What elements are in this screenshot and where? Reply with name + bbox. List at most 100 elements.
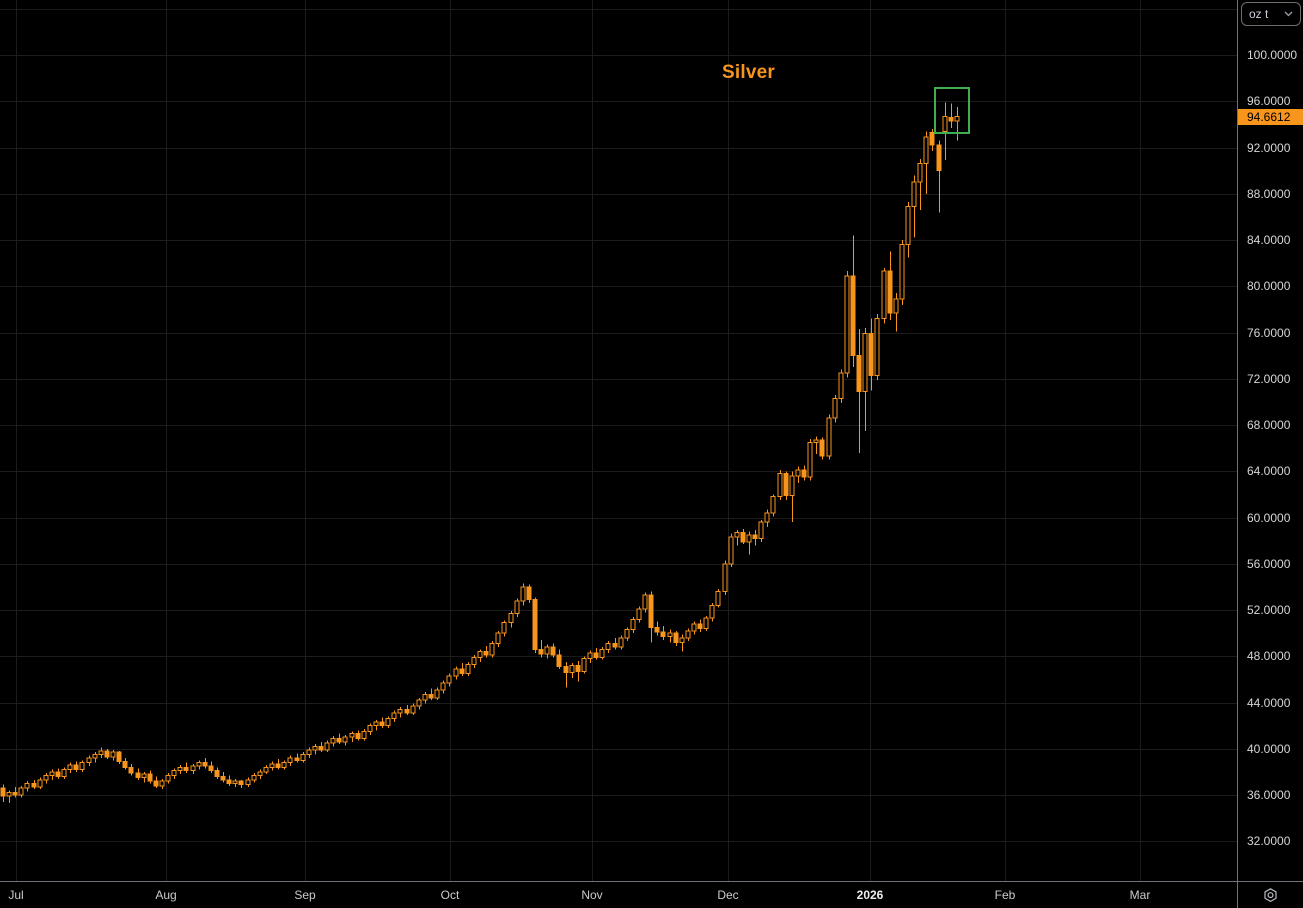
candle-up <box>715 591 721 606</box>
price-axis[interactable]: oz t 94.6612 100.0000 96.0000 92.0000 88.00… <box>1237 0 1303 881</box>
candle-down <box>55 771 61 777</box>
unit-dropdown[interactable]: oz t <box>1241 2 1301 26</box>
candle-up <box>679 637 685 643</box>
candle-up <box>361 730 367 739</box>
candle-down <box>752 534 758 539</box>
candle-up <box>618 637 624 648</box>
candle-down <box>135 772 141 779</box>
candle-up <box>171 770 177 776</box>
time-axis-label: Mar <box>1129 888 1151 902</box>
candle-up <box>49 771 55 776</box>
candle-up <box>24 782 30 789</box>
candle-up <box>624 629 630 639</box>
candle-down <box>819 439 825 457</box>
candle-up <box>61 769 67 777</box>
candle-up <box>263 766 269 773</box>
candle-up <box>159 780 165 787</box>
candle-up <box>269 763 275 768</box>
unit-dropdown-label: oz t <box>1249 7 1269 21</box>
candle-down <box>929 131 935 146</box>
candle-up <box>874 318 880 376</box>
candle-down <box>868 333 874 376</box>
candle-down <box>532 599 538 650</box>
candle-down <box>220 776 226 781</box>
candle-up <box>520 586 526 602</box>
candle-down <box>526 586 532 601</box>
price-axis-label: 100.0000 <box>1247 48 1298 62</box>
candle-up <box>581 658 587 672</box>
candle-up <box>367 725 373 732</box>
candle-up <box>599 648 605 658</box>
candle-up <box>514 600 520 614</box>
candle-down <box>936 144 942 172</box>
candle-down <box>948 116 954 122</box>
candle-down <box>801 469 807 478</box>
time-axis-label: Feb <box>994 888 1016 902</box>
candle-up <box>446 675 452 684</box>
candle-down <box>887 270 893 314</box>
candle-up <box>232 780 238 784</box>
candle-up <box>630 618 636 631</box>
candle-down <box>404 708 410 714</box>
candle-down <box>153 780 159 787</box>
price-axis-label: 44.0000 <box>1247 695 1291 710</box>
price-axis-label: 80.0000 <box>1247 279 1291 294</box>
price-axis-label: 96.0000 <box>1247 94 1291 109</box>
candle-up <box>954 116 960 122</box>
candle-up <box>667 632 673 638</box>
candlestick-plot[interactable] <box>0 0 1237 881</box>
candle-up <box>862 333 868 392</box>
candle-down <box>740 532 746 543</box>
candle-down <box>214 770 220 777</box>
price-axis-label: 72.0000 <box>1247 371 1291 386</box>
candle-up <box>777 473 783 498</box>
candle-up <box>165 774 171 782</box>
candle-up <box>416 699 422 707</box>
price-axis-label: 56.0000 <box>1247 556 1291 571</box>
candle-up <box>287 757 293 764</box>
candle-down <box>850 275 856 357</box>
highlight-box[interactable] <box>934 87 970 134</box>
candle-up <box>587 652 593 660</box>
candle-up <box>79 762 85 771</box>
candle-down <box>0 787 6 797</box>
time-axis-label: Dec <box>717 888 739 902</box>
candle-up <box>764 512 770 523</box>
candle-up <box>942 115 948 132</box>
candle-up <box>826 417 832 457</box>
price-axis-label: 76.0000 <box>1247 325 1291 340</box>
candle-down <box>73 764 79 771</box>
candle-down <box>593 652 599 658</box>
candle-down <box>612 643 618 648</box>
candle-up <box>453 668 459 677</box>
price-axis-label: 92.0000 <box>1247 140 1291 155</box>
candle-up <box>923 136 929 165</box>
candle-up <box>709 604 715 619</box>
candle-down <box>183 766 189 772</box>
candle-up <box>257 771 263 776</box>
candle-up <box>722 563 728 592</box>
candle-up <box>881 270 887 320</box>
candle-down <box>116 751 122 762</box>
chart-pane[interactable]: Silver <box>0 0 1237 881</box>
candle-down <box>104 750 110 758</box>
candle-down <box>318 745 324 751</box>
price-axis-label: 52.0000 <box>1247 603 1291 617</box>
candle-up <box>245 779 251 786</box>
candle-down <box>660 631 666 638</box>
candle-down <box>459 668 465 675</box>
candle-up <box>251 774 257 781</box>
candle-up <box>832 397 838 419</box>
candle-up <box>465 663 471 675</box>
candle-down <box>654 626 660 633</box>
candle-up <box>758 521 764 539</box>
candle-down <box>379 721 385 727</box>
axis-settings-button[interactable] <box>1237 881 1303 908</box>
candle-down <box>12 792 18 796</box>
candle-up <box>92 754 98 759</box>
candle-up <box>789 475 795 497</box>
time-axis[interactable]: Jul Aug Sep Oct Nov Dec 2026 Feb Mar <box>0 881 1237 908</box>
candle-up <box>905 205 911 246</box>
candle-up <box>349 733 355 738</box>
candle-up <box>636 608 642 620</box>
